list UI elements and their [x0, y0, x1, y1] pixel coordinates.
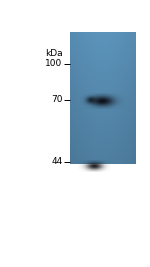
Text: 100: 100: [45, 59, 62, 68]
Text: kDa: kDa: [45, 49, 62, 58]
Text: 70: 70: [51, 95, 62, 104]
Text: 44: 44: [51, 157, 62, 166]
